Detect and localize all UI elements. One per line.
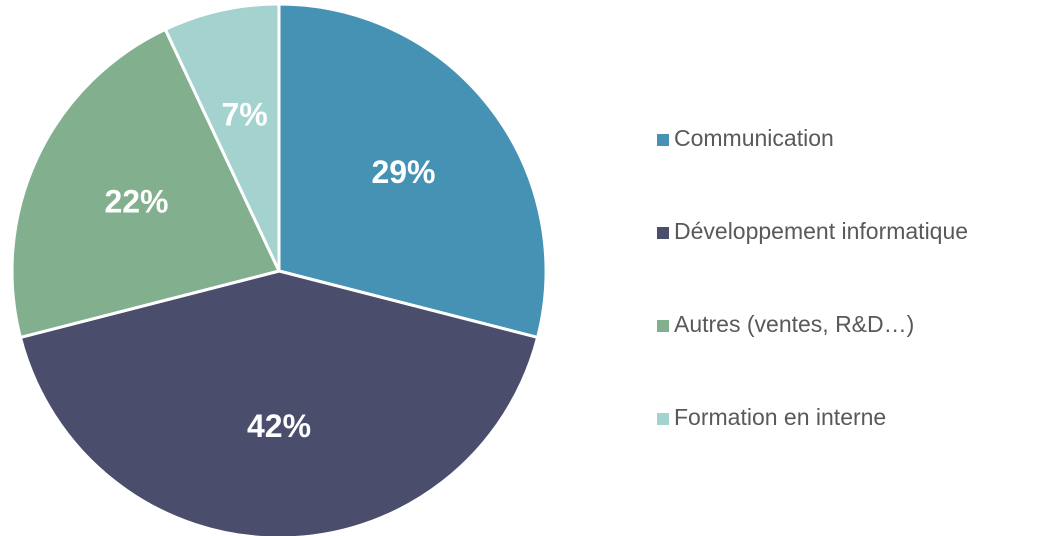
data-label: 29%	[371, 154, 435, 190]
data-label: 7%	[222, 97, 268, 133]
data-label: 42%	[247, 408, 311, 444]
pie-slice	[163, 2, 281, 272]
legend-swatch	[657, 134, 669, 146]
pie-slice	[18, 269, 540, 536]
legend-label: Communication	[674, 125, 834, 151]
legend-swatch	[657, 320, 669, 332]
pie-slice	[277, 2, 548, 340]
legend-swatch	[657, 227, 669, 239]
data-label: 22%	[104, 183, 168, 219]
legend-swatch	[657, 413, 669, 425]
legend-label: Autres (ventes, R&D…)	[674, 311, 914, 337]
legend-label: Développement informatique	[674, 218, 968, 244]
pie-slice	[10, 27, 282, 340]
legend-label: Formation en interne	[674, 404, 886, 430]
